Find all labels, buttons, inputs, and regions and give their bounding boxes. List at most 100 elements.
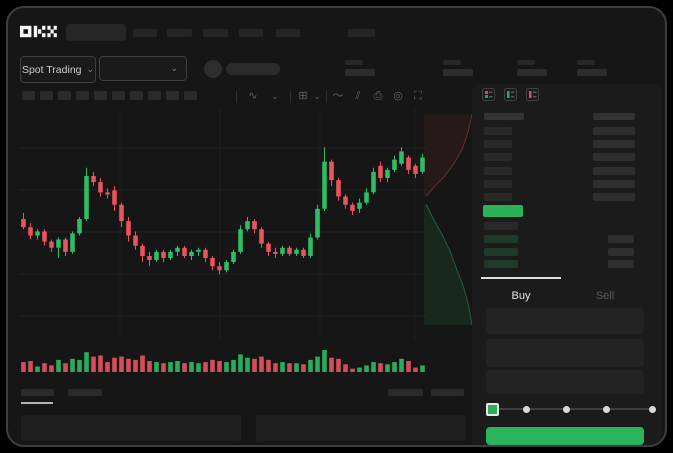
timeframe-button[interactable]	[58, 91, 71, 100]
nav-item[interactable]	[348, 29, 375, 37]
ask-amount-placeholder	[593, 193, 635, 201]
ask-price-placeholder	[484, 166, 512, 175]
tab-buy[interactable]: Buy	[481, 286, 561, 306]
timeframe-button[interactable]	[148, 91, 161, 100]
bid-price-placeholder	[484, 222, 518, 230]
bottom-tab[interactable]	[68, 389, 102, 396]
history-panel-placeholder	[256, 415, 466, 441]
nav-item[interactable]	[133, 29, 157, 37]
stat-value	[517, 69, 547, 76]
total-input[interactable]	[486, 370, 644, 394]
depth-chart	[424, 114, 472, 325]
line-chart-icon[interactable]: ∿	[248, 90, 258, 102]
timeframe-button[interactable]	[22, 91, 35, 100]
stat-label	[345, 60, 363, 65]
ask-row[interactable]	[472, 179, 662, 193]
bid-amount-placeholder	[608, 247, 634, 256]
nav-item[interactable]	[203, 29, 228, 37]
buy-tab-indicator	[481, 277, 561, 279]
bid-price-placeholder	[484, 260, 518, 269]
ask-row[interactable]	[472, 127, 662, 140]
ask-amount-placeholder	[593, 179, 635, 188]
coin-icon	[204, 60, 222, 78]
slider-stop[interactable]	[563, 406, 570, 413]
bid-amount-placeholder	[608, 260, 634, 269]
nav-item[interactable]	[276, 29, 300, 37]
bottom-action[interactable]	[388, 389, 423, 396]
trendline-icon[interactable]: 〜	[332, 90, 344, 102]
orders-panel-placeholder	[21, 415, 241, 441]
ask-amount-placeholder	[593, 140, 635, 149]
timeframe-button[interactable]	[112, 91, 125, 100]
market-type-dropdown[interactable]: Spot Trading ⌄	[20, 56, 96, 83]
stat-label	[443, 60, 461, 65]
chevron-down-icon: ⌄	[170, 63, 178, 73]
ask-price-placeholder	[484, 127, 512, 135]
timeframe-button[interactable]	[130, 91, 143, 100]
ask-row[interactable]	[472, 193, 662, 206]
stat-value	[443, 69, 473, 76]
ask-amount-placeholder	[593, 127, 635, 135]
timeframe-button[interactable]	[40, 91, 53, 100]
last-price-badge[interactable]	[483, 205, 523, 217]
chevron-down-icon[interactable]: ⌄	[271, 91, 279, 101]
slider-handle[interactable]	[486, 403, 499, 416]
bid-amount-placeholder	[608, 234, 634, 243]
ask-amount-placeholder	[593, 166, 635, 175]
fullscreen-icon[interactable]: ⛶	[414, 90, 422, 102]
ask-price-placeholder	[484, 140, 512, 149]
price-input[interactable]	[486, 308, 644, 334]
stat-value	[577, 69, 607, 76]
bid-price-placeholder	[484, 234, 518, 243]
compare-icon[interactable]: ⫽	[355, 90, 361, 102]
ask-price-placeholder	[484, 153, 512, 162]
settings-icon[interactable]: ◎	[393, 90, 403, 102]
amount-input[interactable]	[486, 339, 644, 367]
bottom-action[interactable]	[431, 389, 464, 396]
search-input[interactable]	[66, 24, 126, 41]
orderbook-both-icon[interactable]	[482, 88, 495, 106]
chevron-down-icon: ⌄	[86, 64, 95, 74]
market-type-label: Spot Trading	[21, 63, 82, 76]
orderbook-bids-icon[interactable]	[504, 88, 517, 106]
bid-row[interactable]	[472, 247, 662, 261]
ask-price-placeholder	[484, 193, 512, 201]
buy-button[interactable]	[486, 427, 644, 445]
okx-logo	[20, 24, 58, 44]
tab-sell[interactable]: Sell	[565, 286, 645, 306]
orderbook-header-amount	[593, 113, 635, 120]
orderbook-header-price	[484, 113, 524, 120]
ask-price-placeholder	[484, 179, 512, 188]
ask-row[interactable]	[472, 166, 662, 180]
camera-icon[interactable]: ⎙	[373, 90, 383, 102]
timeframe-button[interactable]	[94, 91, 107, 100]
slider-stop[interactable]	[603, 406, 610, 413]
amount-slider[interactable]	[490, 408, 656, 410]
slider-stop[interactable]	[523, 406, 530, 413]
stat-value	[345, 69, 375, 76]
ask-row[interactable]	[472, 153, 662, 166]
indicators-icon[interactable]: ⊞	[298, 90, 308, 102]
chevron-down-icon[interactable]: ⌄	[313, 91, 321, 101]
bottom-tab-underline	[21, 402, 53, 404]
nav-item[interactable]	[167, 29, 192, 37]
timeframe-button[interactable]	[166, 91, 179, 100]
orderbook-asks-icon[interactable]	[526, 88, 539, 106]
bottom-tab-active[interactable]	[21, 389, 54, 396]
pair-dropdown[interactable]: ⌄	[99, 56, 187, 81]
ask-amount-placeholder	[593, 153, 635, 162]
timeframe-button[interactable]	[76, 91, 89, 100]
tab-sell-label: Sell	[595, 290, 615, 302]
bid-row[interactable]	[472, 222, 662, 235]
candlestick-chart[interactable]	[20, 108, 426, 374]
pair-title-placeholder	[226, 63, 280, 75]
timeframe-button[interactable]	[184, 91, 197, 100]
stat-label	[517, 60, 535, 65]
bid-price-placeholder	[484, 247, 518, 256]
bid-row[interactable]	[472, 234, 662, 248]
nav-item[interactable]	[239, 29, 263, 37]
bid-row[interactable]	[472, 260, 662, 273]
device-frame: Spot Trading ⌄ ⌄ ∿ ⌄ ⊞ ⌄ 〜 ⫽ ⎙ ◎ ⛶	[6, 6, 667, 447]
ask-row[interactable]	[472, 140, 662, 153]
slider-stop[interactable]	[649, 406, 656, 413]
